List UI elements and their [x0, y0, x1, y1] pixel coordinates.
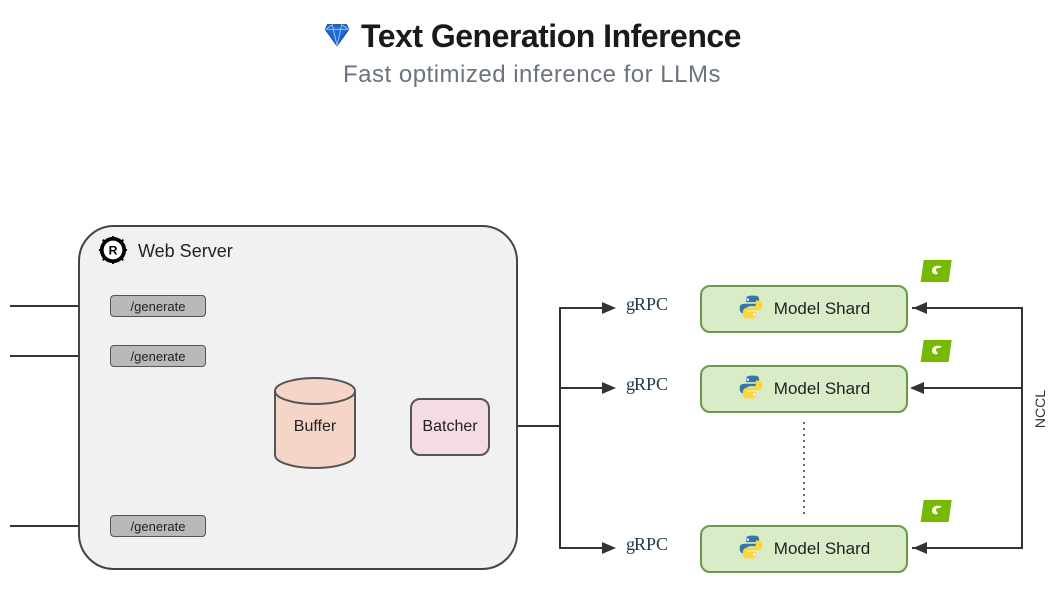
batcher-label: Batcher — [422, 418, 477, 436]
model-shard: Model Shard — [700, 365, 908, 413]
grpc-label: gRPC — [626, 534, 668, 555]
architecture-diagram: R Web Server /generate /generate /genera… — [0, 190, 1064, 610]
shard-label: Model Shard — [774, 539, 870, 559]
endpoint-generate: /generate — [110, 515, 206, 537]
python-icon — [738, 534, 764, 565]
model-shard: Model Shard — [700, 285, 908, 333]
svg-text:R: R — [109, 244, 118, 258]
nccl-label: NCCL — [1032, 390, 1048, 428]
nvidia-icon — [920, 498, 954, 529]
gem-icon — [323, 20, 351, 53]
rust-icon: R — [98, 235, 128, 270]
page-title: Text Generation Inference — [361, 18, 741, 55]
page-subtitle: Fast optimized inference for LLMs — [0, 61, 1064, 89]
webserver-label: Web Server — [138, 241, 233, 262]
grpc-label: gRPC — [626, 374, 668, 395]
python-icon — [738, 374, 764, 405]
buffer-label: Buffer — [294, 418, 337, 435]
nvidia-icon — [920, 258, 954, 289]
buffer-node: Buffer — [272, 375, 358, 476]
model-shard: Model Shard — [700, 525, 908, 573]
python-icon — [738, 294, 764, 325]
grpc-label: gRPC — [626, 294, 668, 315]
shard-label: Model Shard — [774, 299, 870, 319]
endpoint-generate: /generate — [110, 345, 206, 367]
endpoint-generate: /generate — [110, 295, 206, 317]
shard-label: Model Shard — [774, 379, 870, 399]
batcher-node: Batcher — [410, 398, 490, 456]
header: Text Generation Inference Fast optimized… — [0, 0, 1064, 89]
nvidia-icon — [920, 338, 954, 369]
